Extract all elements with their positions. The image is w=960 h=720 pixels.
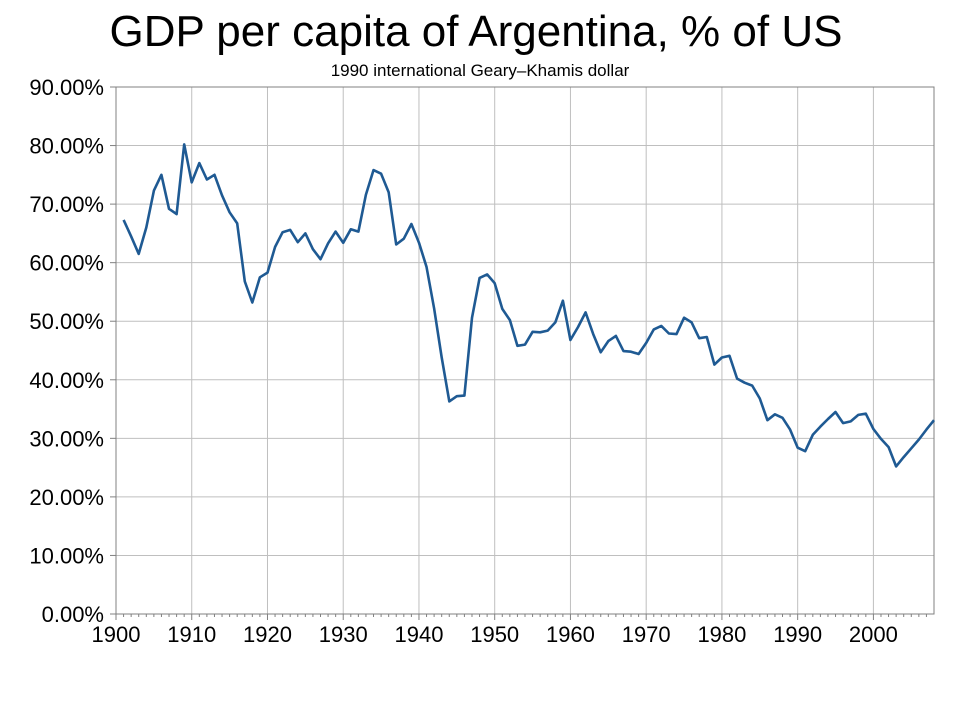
- series-line-gdp-per-capita: [122, 143, 936, 468]
- x-axis-tick-labels: 1900 1910 1920 1930 1940 1950 1960 1970 1980 1990…: [92, 622, 898, 647]
- x-tick-label: 1930: [319, 622, 368, 647]
- y-axis-tick-labels: 0.00% 10.00% 20.00% 30.00% 40.00% 50.00% 60.00…: [29, 75, 104, 627]
- chart-subtitle: 1990 international Geary–Khamis dollar: [330, 61, 630, 80]
- chart-title: GDP per capita of Argentina, % of US: [109, 7, 843, 56]
- x-tick-label: 1990: [773, 622, 822, 647]
- y-tick-label: 30.00%: [29, 426, 104, 451]
- y-tick-label: 80.00%: [29, 134, 104, 159]
- y-tick-label: 0.00%: [42, 602, 104, 627]
- y-tick-label: 90.00%: [29, 75, 104, 100]
- x-tick-label: 1910: [167, 622, 216, 647]
- y-tick-label: 50.00%: [29, 309, 104, 334]
- y-tick-label: 10.00%: [29, 543, 104, 568]
- series-layer: [122, 143, 936, 468]
- x-tick-label: 1960: [546, 622, 595, 647]
- x-tick-label: 1980: [697, 622, 746, 647]
- x-tick-label: 1970: [622, 622, 671, 647]
- x-tick-label: 2000: [849, 622, 898, 647]
- y-tick-label: 40.00%: [29, 368, 104, 393]
- x-tick-label: 1940: [394, 622, 443, 647]
- y-tick-label: 60.00%: [29, 251, 104, 276]
- x-tick-label: 1950: [470, 622, 519, 647]
- x-tick-label: 1900: [92, 622, 141, 647]
- plot-frame: [115, 86, 935, 615]
- y-tick-label: 70.00%: [29, 192, 104, 217]
- x-tick-label: 1920: [243, 622, 292, 647]
- y-tick-label: 20.00%: [29, 485, 104, 510]
- grid-lines: [116, 86, 934, 614]
- axes: [110, 86, 935, 620]
